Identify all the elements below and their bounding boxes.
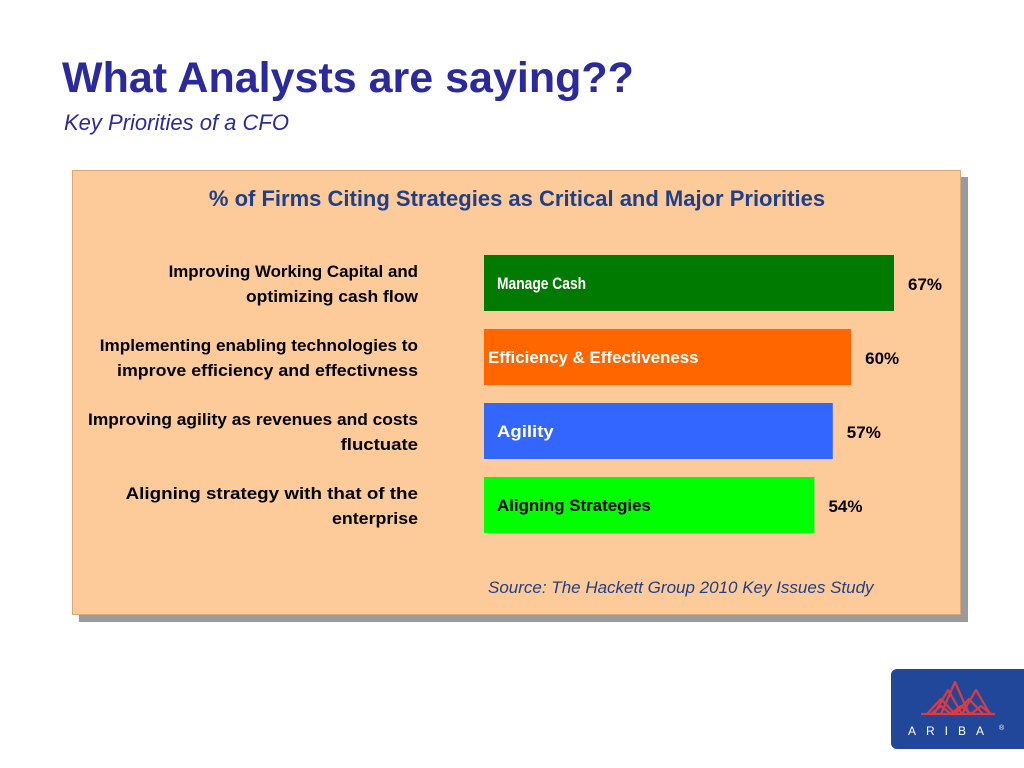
category-label: enterprise (332, 509, 418, 528)
bar-label: Manage Cash (497, 274, 586, 293)
ariba-logo: ARIBA ® (891, 669, 1024, 749)
bar (484, 477, 815, 533)
logo-wordmark: ARIBA (908, 724, 994, 738)
ariba-logo-emblem: ARIBA ® (908, 680, 1005, 738)
data-label: 60% (865, 349, 899, 368)
slide-subtitle: Key Priorities of a CFO (64, 110, 289, 135)
data-label: 54% (828, 497, 862, 516)
bar (484, 329, 852, 385)
category-label: Aligning strategy with that of the (126, 484, 418, 503)
bar-label: Efficiency & Effectiveness (488, 348, 699, 367)
chart-panel (72, 170, 961, 615)
category-label: fluctuate (341, 435, 418, 454)
bar (484, 403, 833, 459)
bar-label: Agility (497, 422, 554, 441)
chart-title: % of Firms Citing Strategies as Critical… (208, 186, 826, 211)
slide-title: What Analysts are saying?? (62, 54, 634, 102)
logo-registered-mark: ® (999, 724, 1005, 732)
bar (484, 255, 894, 311)
category-label: improve efficiency and effectivness (117, 361, 418, 380)
source-note: Source: The Hackett Group 2010 Key Issue… (488, 578, 874, 597)
data-label: 67% (908, 275, 942, 294)
category-label: Improving Working Capital and (169, 262, 418, 281)
data-label: 57% (847, 423, 881, 442)
bar-label: Aligning Strategies (497, 496, 651, 515)
category-label: optimizing cash flow (246, 287, 419, 306)
category-label: Improving agility as revenues and costs (88, 410, 418, 429)
category-label: Implementing enabling technologies to (100, 336, 418, 355)
